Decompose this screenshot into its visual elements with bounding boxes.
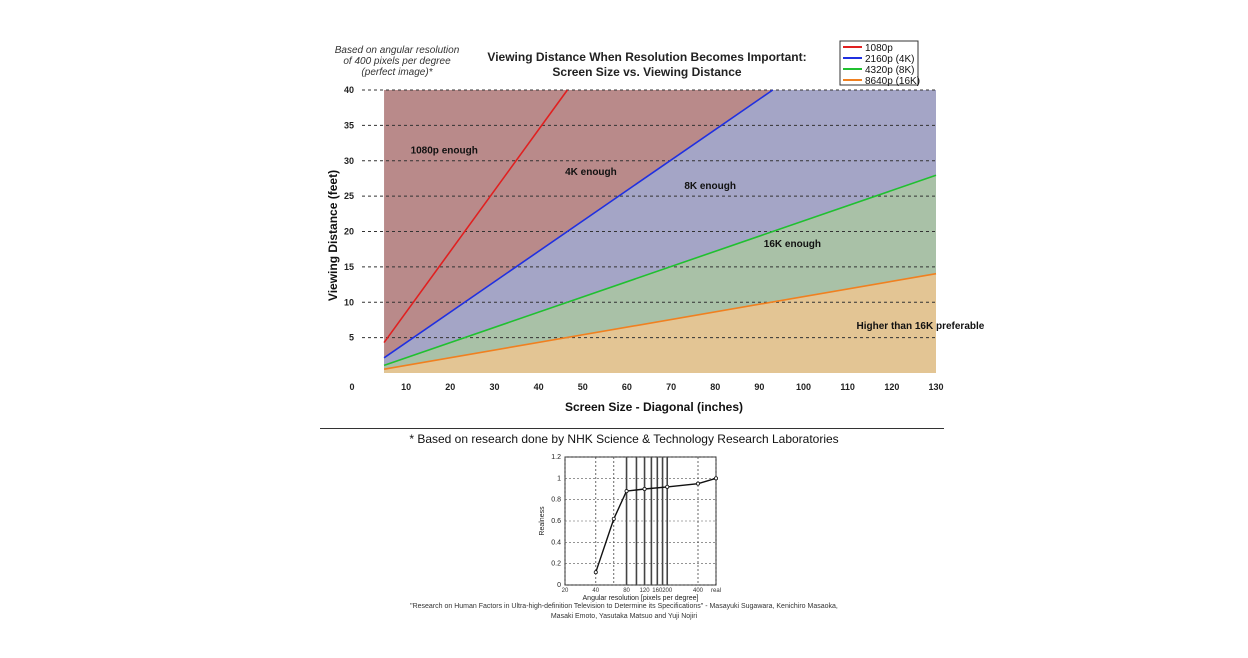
realness-point: [624, 489, 629, 494]
realness-y-tick: 0.8: [551, 497, 561, 504]
y-axis-label: Viewing Distance (feet): [326, 170, 340, 301]
region-label: 1080p enough: [411, 146, 478, 157]
legend-entry: 1080p: [865, 43, 893, 54]
realness-y-label: Realness: [539, 506, 546, 536]
region-label: 4K enough: [565, 167, 617, 178]
series-line-4: [383, 272, 937, 370]
realness-line: [595, 477, 717, 573]
realness-y-tick: 1: [557, 475, 561, 482]
x-tick-label: 20: [445, 382, 455, 392]
x-tick-label: 50: [578, 382, 588, 392]
chart-subtitle: Screen Size vs. Viewing Distance: [552, 65, 742, 79]
research-note: * Based on research done by NHK Science …: [409, 432, 839, 446]
x-tick-label: 130: [928, 382, 943, 392]
realness-x-tick: 20: [562, 588, 569, 594]
realness-point: [665, 484, 670, 489]
realness-x-label: Angular resolution [pixels per degree]: [583, 595, 699, 602]
realness-plot-frame: [564, 456, 717, 586]
realness-point: [611, 516, 616, 521]
x-tick-label: 90: [754, 382, 764, 392]
realness-x-tick: real: [711, 588, 721, 594]
realness-y-tick: 0.2: [551, 561, 561, 568]
y-tick-label: 20: [344, 227, 354, 237]
realness-x-tick: 80: [623, 588, 630, 594]
x-tick-label: 110: [840, 382, 855, 392]
x-axis-label: Screen Size - Diagonal (inches): [565, 400, 743, 414]
realness-y-tick: 0.6: [551, 518, 561, 525]
realness-y-tick: 0: [557, 582, 561, 589]
y-tick-label: 15: [344, 262, 354, 272]
legend-entry: 8640p (16K): [865, 76, 920, 87]
realness-x-tick: 400: [693, 588, 704, 594]
legend-entry: 2160p (4K): [865, 54, 914, 65]
series-line-1: [383, 89, 569, 344]
y-tick-label: 25: [344, 191, 354, 201]
realness-point: [593, 570, 598, 575]
x-tick-label: 60: [622, 382, 632, 392]
region-fill-4: [384, 273, 937, 373]
y-tick-label: 40: [344, 85, 354, 95]
x-tick-label: 70: [666, 382, 676, 392]
y-tick-label: 30: [344, 156, 354, 166]
resolution-note-line: Based on angular resolution: [335, 45, 460, 56]
x-tick-label: 120: [884, 382, 899, 392]
x-tick-label: 80: [710, 382, 720, 392]
y-tick-label: 35: [344, 120, 354, 130]
resolution-note-line: of 400 pixels per degree: [343, 56, 451, 67]
realness-x-tick: 40: [592, 588, 599, 594]
realness-point: [642, 486, 647, 491]
resolution-note-line: (perfect image)*: [361, 67, 433, 78]
realness-y-tick: 1.2: [551, 454, 561, 461]
viewing-distance-chart: 0 10 20 30 40 50 60 70 80 90 100 110 120 130 5 10 15 20 25…: [326, 40, 985, 414]
series-line-2: [383, 89, 774, 359]
legend-entry: 4320p (8K): [865, 65, 914, 76]
realness-x-tick: 200: [662, 588, 673, 594]
y-tick-label: 5: [349, 333, 354, 343]
realness-x-tick: 120: [640, 588, 651, 594]
x-tick-label: 0: [349, 382, 354, 392]
region-label: 8K enough: [684, 181, 736, 192]
chart-title: Viewing Distance When Resolution Becomes…: [487, 50, 806, 64]
realness-point: [695, 481, 700, 486]
x-tick-label: 40: [534, 382, 544, 392]
series-line-3: [383, 174, 937, 367]
realness-point: [714, 476, 719, 481]
legend-box: [839, 40, 919, 86]
realness-x-tick: 160: [652, 588, 663, 594]
region-label: 16K enough: [764, 239, 821, 250]
section-divider: [320, 428, 944, 429]
x-tick-label: 10: [401, 382, 411, 392]
x-tick-label: 100: [796, 382, 811, 392]
source-citation-line-2: Masaki Emoto, Yasutaka Matsuo and Yuji N…: [550, 613, 698, 620]
x-tick-label: 30: [489, 382, 499, 392]
source-citation-line-1: "Research on Human Factors in Ultra-high…: [410, 603, 838, 610]
region-label: Higher than 16K preferable: [857, 321, 985, 332]
realness-y-tick: 0.4: [551, 539, 561, 546]
y-tick-label: 10: [344, 297, 354, 307]
